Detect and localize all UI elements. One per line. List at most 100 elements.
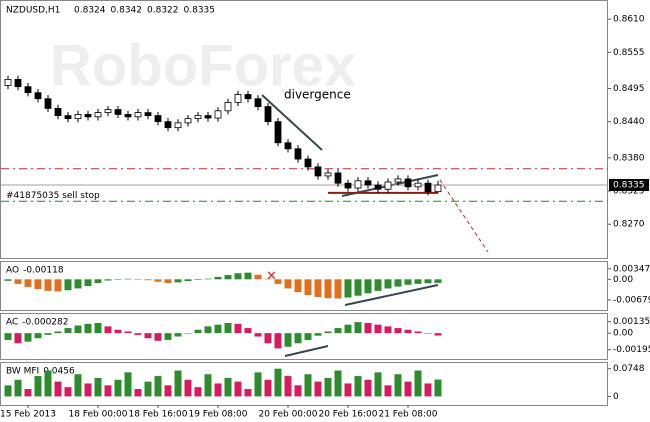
indicator-value: -0.000282 [22,318,68,328]
candle-body [94,112,102,118]
histogram-bar [284,279,292,289]
y-tick-label: 0.00 [613,329,633,339]
candle-body [84,114,92,118]
main-panel [0,0,608,259]
histogram-bar [314,333,322,336]
histogram-bar [424,383,432,397]
histogram-bar [24,389,32,397]
histogram-bar [144,333,152,339]
candle-body [424,182,432,193]
candle-body [44,98,52,109]
candle-body [224,101,232,112]
candle-body [74,114,82,120]
y-tick-label: 0.8440 [613,117,645,127]
histogram-bar [174,370,182,397]
histogram-bar [284,333,292,347]
histogram-bar [174,333,182,337]
histogram-bar [334,370,342,397]
header-value: 0.8342 [111,6,143,16]
y-tick-label: 0.8495 [613,84,645,94]
histogram-bar [194,329,202,334]
histogram-bar [404,381,412,397]
indicator-value: -0.00118 [23,266,64,276]
y-tick-label: 0.8610 [613,15,645,25]
current-price-label: 0.8335 [613,181,645,191]
candle-body [374,184,382,190]
candle-body [214,110,222,119]
histogram-bar [114,329,122,334]
histogram-bar [34,333,42,339]
x-tick-label: 15 Feb 2013 [0,410,56,420]
histogram-bar [74,325,82,334]
histogram-bar [364,322,372,334]
histogram-bar [124,372,132,397]
candle-body [104,109,112,114]
x-tick-label: 21 Feb 08:00 [378,410,437,420]
candle-body [144,112,152,117]
ac-panel [0,313,608,360]
histogram-bar [224,322,232,334]
price-label-box [609,179,649,192]
y-tick-label: 0.8270 [613,220,645,230]
candle-body [404,178,412,188]
y-tick-label: 0.8555 [613,48,645,58]
histogram-bar [184,379,192,397]
candle-body [134,112,142,118]
histogram-bar [244,272,252,280]
histogram-bar [404,279,412,285]
histogram-bar [174,279,182,283]
histogram-bar [324,377,332,397]
y-tick-label: -0.00195 [613,345,650,355]
candle-body [184,118,192,124]
divergence-line [261,94,323,151]
histogram-bar [204,326,212,334]
histogram-bar [224,275,232,280]
histogram-bar [54,279,62,292]
histogram-bar [424,279,432,284]
histogram-bar [384,326,392,334]
ao-divergence-line [344,284,439,306]
histogram-bar [434,333,442,336]
header-value: 0.8324 [74,6,106,16]
histogram-bar [44,279,52,291]
ao-cross: × [266,269,277,284]
annotation: divergence [284,88,351,102]
histogram-bar [104,279,112,281]
histogram-bar [424,333,432,334]
x-tick-label: 19 Feb 08:00 [188,410,247,420]
candle-body [384,181,392,190]
y-tick-label: 0 [613,392,619,402]
histogram-bar [274,368,282,397]
candle-body [34,92,42,100]
histogram-bar [354,279,362,296]
histogram-bar [274,279,282,284]
candle-body [414,182,422,188]
symbol-title: NZDUSD,H1 [6,6,60,16]
histogram-bar [224,377,232,397]
ao-panel [0,261,608,311]
histogram-bar [54,331,62,334]
candle-body [54,107,62,117]
histogram-bar [154,376,162,397]
histogram-bar [324,331,332,334]
histogram-bar [384,385,392,397]
y-tick-label: -0.00679 [613,295,650,305]
watermark: RoboForex [50,33,356,98]
histogram-bar [124,278,132,280]
histogram-bar [214,276,222,280]
histogram-bar [34,279,42,290]
histogram-bar [64,328,72,334]
histogram-bar [404,329,412,334]
indicator-name: AC [6,318,18,328]
candle-body [254,98,262,107]
candle-body [264,106,272,123]
candle-body [354,180,362,189]
histogram-bar [294,385,302,397]
histogram-bar [394,374,402,397]
histogram-bar [334,328,342,334]
order-label: #41875035 sell stop [6,191,100,201]
histogram-bar [234,381,242,397]
histogram-bar [144,381,152,397]
candle-body [114,109,122,115]
histogram-bar [334,279,342,299]
